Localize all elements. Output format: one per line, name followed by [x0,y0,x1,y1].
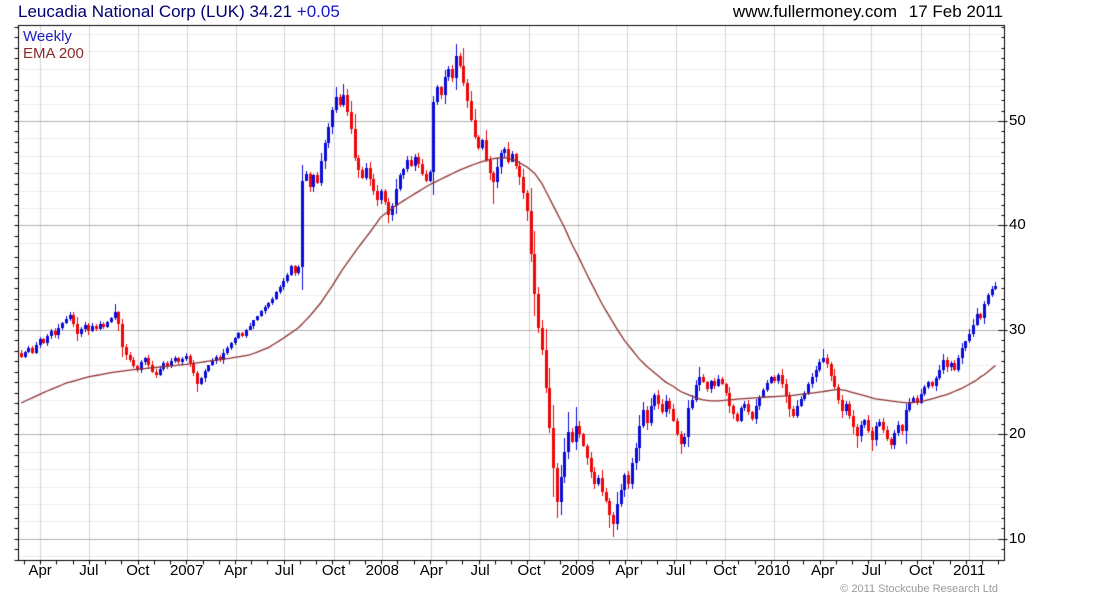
legend-timeframe: Weekly [23,28,72,45]
x-axis-label: Apr [28,562,52,579]
legend-ema-label: EMA 200 [23,45,84,62]
x-axis-label: Apr [224,562,248,579]
x-axis-label: Jul [666,562,686,579]
x-axis-label: Jul [79,562,99,579]
x-axis-label: Oct [126,562,150,579]
copyright-notice: © 2011 Stockcube Research Ltd [840,583,998,595]
x-axis-label: Oct [908,562,933,579]
y-axis-label: 30 [1009,320,1026,338]
x-axis-label: 2007 [169,562,204,579]
chart-legend: Weekly EMA 200 [23,28,84,62]
x-axis-label: Oct [713,562,737,579]
x-axis-label: Oct [321,562,346,579]
x-axis-label: Apr [615,562,639,579]
x-axis-label: Jul [861,562,881,579]
x-axis-label: 2009 [561,562,595,579]
x-axis-label: Oct [517,562,541,579]
x-axis-label: Jul [470,562,490,579]
x-axis-label: 2008 [365,562,399,579]
x-axis-label: Jul [274,562,295,579]
y-axis-label: 40 [1009,216,1026,234]
x-axis-label: 2010 [756,562,791,579]
y-axis-label: 10 [1009,529,1026,547]
x-axis-label: 2011 [953,562,986,579]
x-axis-label: Apr [811,562,835,579]
y-axis-label: 50 [1009,111,1026,129]
x-axis-label: Apr [419,562,444,579]
y-axis-label: 20 [1009,425,1026,443]
